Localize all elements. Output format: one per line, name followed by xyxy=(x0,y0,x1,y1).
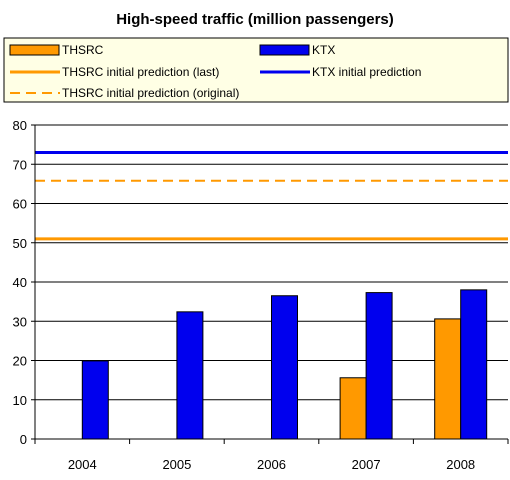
bar-thsrc-2008 xyxy=(434,318,462,440)
legend-label-ktx: KTX xyxy=(312,43,335,57)
y-tick-label-80: 80 xyxy=(13,118,27,133)
legend-label-thsrc-initial-prediction-original: THSRC initial prediction (original) xyxy=(62,86,239,100)
legend-key-thsrc xyxy=(9,44,60,56)
plot-area: 0 10 20 30 40 50 60 70 80 2004 2005 2006 2007 2008 xyxy=(13,118,509,472)
y-tick-label-60: 60 xyxy=(13,197,27,212)
legend-label-thsrc: THSRC xyxy=(62,43,104,57)
bar-ktx-2008 xyxy=(460,289,488,440)
bar-ktx-2006 xyxy=(271,295,298,440)
bar-ktx-2007 xyxy=(365,292,393,440)
bar-ktx-2005 xyxy=(176,311,204,440)
chart-title: High-speed traffic (million passengers) xyxy=(116,11,394,28)
legend-label-thsrc-initial-prediction-last: THSRC initial prediction (last) xyxy=(62,65,219,79)
x-tick-label-2007: 2007 xyxy=(352,457,381,472)
legend-key-ktx xyxy=(259,44,310,56)
y-tick-label-40: 40 xyxy=(13,275,27,290)
x-tick-label-2006: 2006 xyxy=(257,457,286,472)
x-tick-label-2008: 2008 xyxy=(446,457,475,472)
x-tick-label-2004: 2004 xyxy=(68,457,97,472)
y-tick-label-50: 50 xyxy=(13,236,27,251)
bar-thsrc-2007 xyxy=(339,377,367,440)
y-tick-label-70: 70 xyxy=(13,157,27,172)
x-tick-label-2005: 2005 xyxy=(162,457,191,472)
bar-ktx-2004 xyxy=(81,360,109,440)
y-tick-label-20: 20 xyxy=(13,354,27,369)
y-tick-label-10: 10 xyxy=(13,393,27,408)
y-tick-label-0: 0 xyxy=(20,432,27,447)
legend-box xyxy=(3,37,509,103)
legend-label-ktx-initial-prediction: KTX initial prediction xyxy=(312,65,421,79)
legend: THSRC KTX THSRC initial prediction (last) K… xyxy=(3,37,509,103)
y-tick-label-30: 30 xyxy=(13,314,27,329)
